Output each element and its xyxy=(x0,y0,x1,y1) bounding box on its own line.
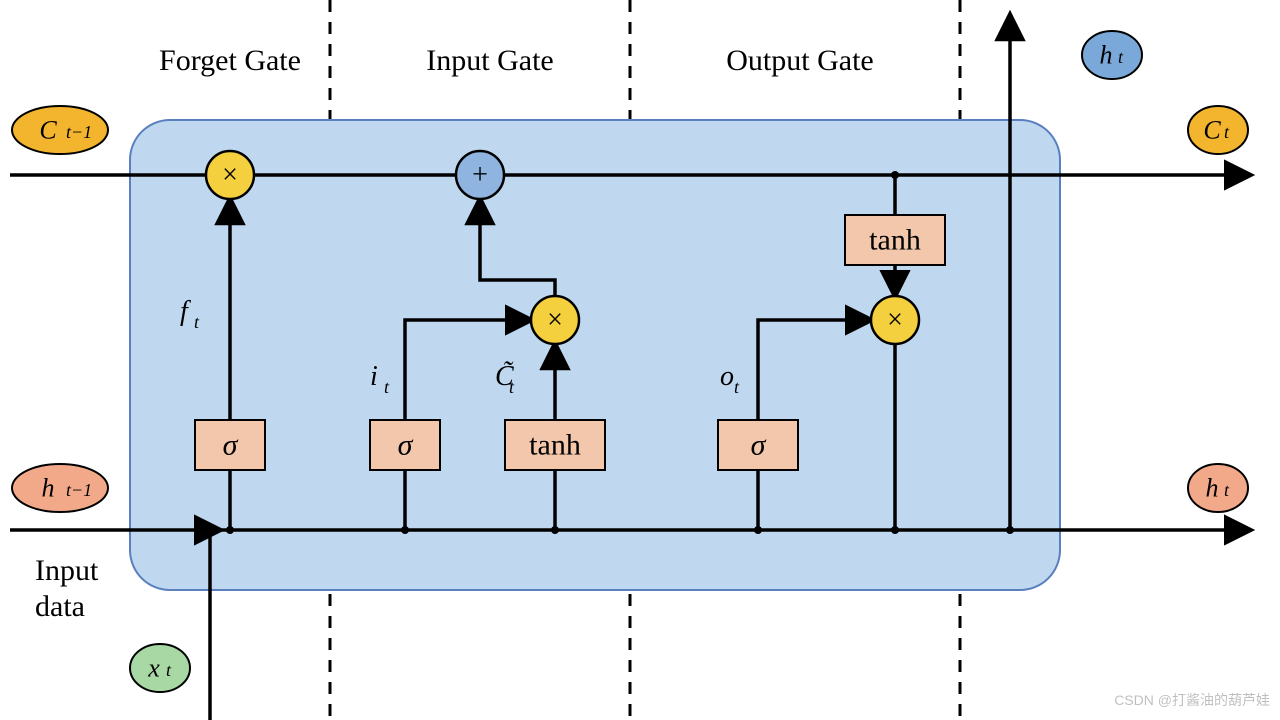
label-c-t: Ct xyxy=(1188,106,1248,154)
svg-text:h: h xyxy=(1206,474,1219,503)
svg-text:t−1: t−1 xyxy=(66,122,92,142)
cell-body xyxy=(130,120,1060,590)
label-h-t-right: ht xyxy=(1188,464,1248,512)
section-output-title: Output Gate xyxy=(726,44,873,77)
section-forget-title: Forget Gate xyxy=(159,44,301,77)
svg-text:C: C xyxy=(39,116,57,145)
op-mult_f-symbol: × xyxy=(222,160,238,191)
label-h-prev: h t−1 xyxy=(12,464,108,512)
svg-text:i: i xyxy=(370,361,378,392)
section-input-title: Input Gate xyxy=(426,44,553,77)
svg-text:C: C xyxy=(1203,116,1221,145)
box-tanh_c-label: tanh xyxy=(529,429,581,462)
lstm-diagram: σ σ tanh σ tanh × + × × Forget Gate Input Gate Outp… xyxy=(0,0,1280,720)
label-c-prev: Ct−1 xyxy=(12,106,108,154)
label-h-t-up: ht xyxy=(1082,31,1142,79)
svg-text:t−1: t−1 xyxy=(66,480,92,500)
op-mult_o-symbol: × xyxy=(887,305,903,336)
svg-text:x: x xyxy=(147,654,160,683)
box-sigma_i-label: σ xyxy=(398,429,414,462)
svg-text:o: o xyxy=(720,361,734,392)
box-tanh_o-label: tanh xyxy=(869,224,921,257)
op-plus-symbol: + xyxy=(472,160,488,191)
svg-text:h: h xyxy=(1100,41,1113,70)
edge-label-ctilde: C̃t xyxy=(495,361,515,397)
input-data-label-2: data xyxy=(35,590,85,623)
input-data-label: Input xyxy=(35,554,99,587)
watermark: CSDN @打酱油的葫芦娃 xyxy=(1114,690,1270,710)
svg-text:h: h xyxy=(42,474,55,503)
label-x-t: xt xyxy=(130,644,190,692)
box-sigma_o-label: σ xyxy=(751,429,767,462)
box-sigma_f-label: σ xyxy=(223,429,239,462)
op-mult_i-symbol: × xyxy=(547,305,563,336)
